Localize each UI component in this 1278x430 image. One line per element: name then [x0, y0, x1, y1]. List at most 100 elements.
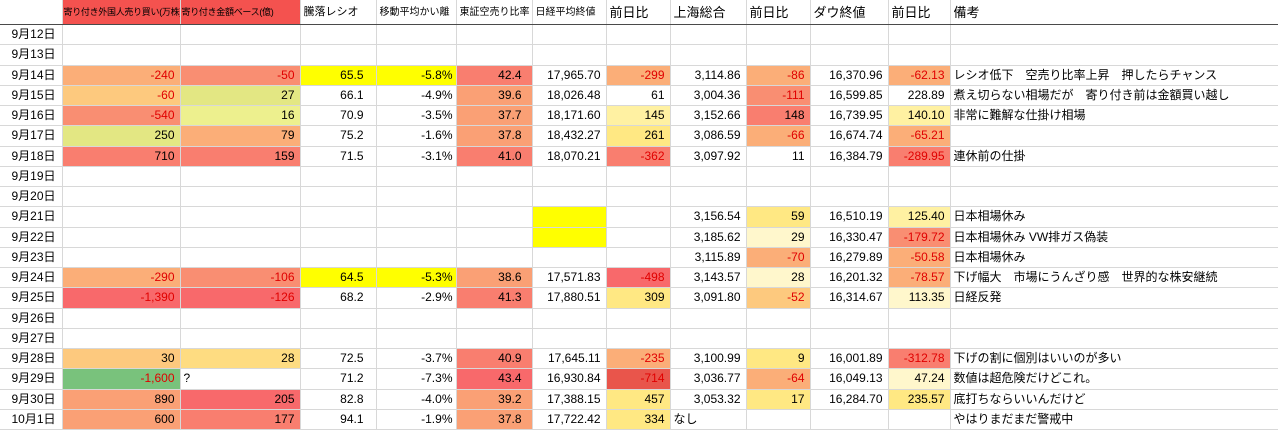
date-cell[interactable]: 9月13日 [0, 44, 63, 66]
updown_ratio-cell[interactable] [300, 44, 377, 66]
shanghai_change-cell[interactable]: -86 [746, 65, 811, 86]
open_amount_base-cell[interactable] [180, 227, 301, 248]
foreign_open_trade-cell[interactable]: 250 [62, 125, 181, 147]
date-cell[interactable]: 9月29日 [0, 368, 63, 390]
open_amount_base-cell[interactable] [180, 308, 301, 329]
nikkei_change-cell[interactable]: 61 [606, 85, 671, 107]
shanghai_composite-cell[interactable] [670, 328, 747, 350]
dow_change-cell[interactable]: -50.58 [888, 247, 951, 269]
shanghai_change-cell[interactable]: -52 [746, 287, 811, 309]
open_amount_base-cell[interactable]: -50 [180, 65, 301, 86]
nikkei_change-cell[interactable] [606, 308, 671, 329]
shanghai_composite-cell[interactable] [670, 44, 747, 66]
remarks-cell[interactable] [950, 166, 1278, 188]
shanghai_composite-cell[interactable]: 3,115.89 [670, 247, 747, 269]
dow_change-cell[interactable]: -65.21 [888, 125, 951, 147]
open_amount_base-cell[interactable]: 27 [180, 85, 301, 107]
shanghai_composite-cell[interactable]: 3,185.62 [670, 227, 747, 248]
foreign_open_trade-cell[interactable] [62, 227, 181, 248]
shanghai_composite-cell[interactable] [670, 186, 747, 208]
column-header-shanghai_composite[interactable]: 上海総合 [670, 0, 747, 25]
column-header-foreign_open_trade[interactable]: 寄り付き外国人売り買い(万株) [62, 0, 181, 25]
column-header-ma_deviation[interactable]: 移動平均かい離 [376, 0, 457, 25]
open_amount_base-cell[interactable]: 28 [180, 348, 301, 370]
updown_ratio-cell[interactable]: 72.5 [300, 348, 377, 370]
nikkei_close-cell[interactable]: 18,171.60 [532, 105, 607, 127]
updown_ratio-cell[interactable]: 70.9 [300, 105, 377, 127]
nikkei_change-cell[interactable]: 457 [606, 389, 671, 410]
open_amount_base-cell[interactable]: 177 [180, 409, 301, 430]
nikkei_change-cell[interactable]: -714 [606, 368, 671, 390]
date-cell[interactable]: 9月25日 [0, 287, 63, 309]
dow_close-cell[interactable] [810, 44, 889, 66]
shanghai_composite-cell[interactable]: 3,053.32 [670, 389, 747, 410]
open_amount_base-cell[interactable] [180, 186, 301, 208]
remarks-cell[interactable]: 連休前の仕掛 [950, 146, 1278, 167]
nikkei_change-cell[interactable]: 334 [606, 409, 671, 430]
foreign_open_trade-cell[interactable]: 600 [62, 409, 181, 430]
column-header-shanghai_change[interactable]: 前日比 [746, 0, 811, 25]
foreign_open_trade-cell[interactable] [62, 166, 181, 188]
foreign_open_trade-cell[interactable]: 30 [62, 348, 181, 370]
dow_change-cell[interactable]: 47.24 [888, 368, 951, 390]
shanghai_composite-cell[interactable]: 3,100.99 [670, 348, 747, 370]
nikkei_change-cell[interactable]: -498 [606, 267, 671, 289]
tse_short_ratio-cell[interactable]: 37.8 [456, 409, 533, 430]
dow_close-cell[interactable]: 16,001.89 [810, 348, 889, 370]
shanghai_change-cell[interactable] [746, 308, 811, 329]
updown_ratio-cell[interactable]: 82.8 [300, 389, 377, 410]
nikkei_change-cell[interactable] [606, 206, 671, 228]
remarks-cell[interactable] [950, 24, 1278, 46]
shanghai_composite-cell[interactable]: 3,097.92 [670, 146, 747, 167]
foreign_open_trade-cell[interactable]: -1,600 [62, 368, 181, 390]
dow_close-cell[interactable]: 16,384.79 [810, 146, 889, 167]
updown_ratio-cell[interactable]: 71.5 [300, 146, 377, 167]
column-header-nikkei_close[interactable]: 日経平均終値 [532, 0, 607, 25]
shanghai_change-cell[interactable]: 28 [746, 267, 811, 289]
nikkei_close-cell[interactable] [532, 166, 607, 188]
foreign_open_trade-cell[interactable]: -1,390 [62, 287, 181, 309]
tse_short_ratio-cell[interactable] [456, 308, 533, 329]
updown_ratio-cell[interactable] [300, 206, 377, 228]
nikkei_change-cell[interactable]: 145 [606, 105, 671, 127]
nikkei_close-cell[interactable]: 17,965.70 [532, 65, 607, 86]
date-cell[interactable]: 9月26日 [0, 308, 63, 329]
date-cell[interactable]: 9月24日 [0, 267, 63, 289]
tse_short_ratio-cell[interactable] [456, 186, 533, 208]
dow_close-cell[interactable]: 16,330.47 [810, 227, 889, 248]
nikkei_change-cell[interactable]: -299 [606, 65, 671, 86]
nikkei_change-cell[interactable] [606, 186, 671, 208]
dow_close-cell[interactable]: 16,314.67 [810, 287, 889, 309]
dow_change-cell[interactable] [888, 328, 951, 350]
nikkei_change-cell[interactable]: -362 [606, 146, 671, 167]
tse_short_ratio-cell[interactable] [456, 24, 533, 46]
column-header-tse_short_ratio[interactable]: 東証空売り比率 [456, 0, 533, 25]
dow_close-cell[interactable]: 16,674.74 [810, 125, 889, 147]
date-cell[interactable]: 9月16日 [0, 105, 63, 127]
nikkei_change-cell[interactable] [606, 247, 671, 269]
updown_ratio-cell[interactable]: 64.5 [300, 267, 377, 289]
dow_change-cell[interactable]: 235.57 [888, 389, 951, 410]
shanghai_composite-cell[interactable]: 3,152.66 [670, 105, 747, 127]
shanghai_change-cell[interactable] [746, 328, 811, 350]
shanghai_composite-cell[interactable]: 3,036.77 [670, 368, 747, 390]
updown_ratio-cell[interactable]: 68.2 [300, 287, 377, 309]
remarks-cell[interactable]: やはりまだまだ警戒中 [950, 409, 1278, 430]
shanghai_composite-cell[interactable]: 3,091.80 [670, 287, 747, 309]
ma_deviation-cell[interactable]: -1.9% [376, 409, 457, 430]
tse_short_ratio-cell[interactable]: 42.4 [456, 65, 533, 86]
updown_ratio-cell[interactable] [300, 186, 377, 208]
updown_ratio-cell[interactable] [300, 308, 377, 329]
nikkei_close-cell[interactable] [532, 227, 607, 248]
remarks-cell[interactable]: レシオ低下 空売り比率上昇 押したらチャンス [950, 65, 1278, 86]
remarks-cell[interactable]: 底打ちならいいんだけど [950, 389, 1278, 410]
ma_deviation-cell[interactable] [376, 166, 457, 188]
nikkei_close-cell[interactable]: 18,070.21 [532, 146, 607, 167]
tse_short_ratio-cell[interactable] [456, 247, 533, 269]
remarks-cell[interactable]: 日本相場休み [950, 206, 1278, 228]
dow_change-cell[interactable]: -312.78 [888, 348, 951, 370]
remarks-cell[interactable] [950, 328, 1278, 350]
foreign_open_trade-cell[interactable] [62, 206, 181, 228]
remarks-cell[interactable] [950, 44, 1278, 66]
ma_deviation-cell[interactable]: -5.3% [376, 267, 457, 289]
